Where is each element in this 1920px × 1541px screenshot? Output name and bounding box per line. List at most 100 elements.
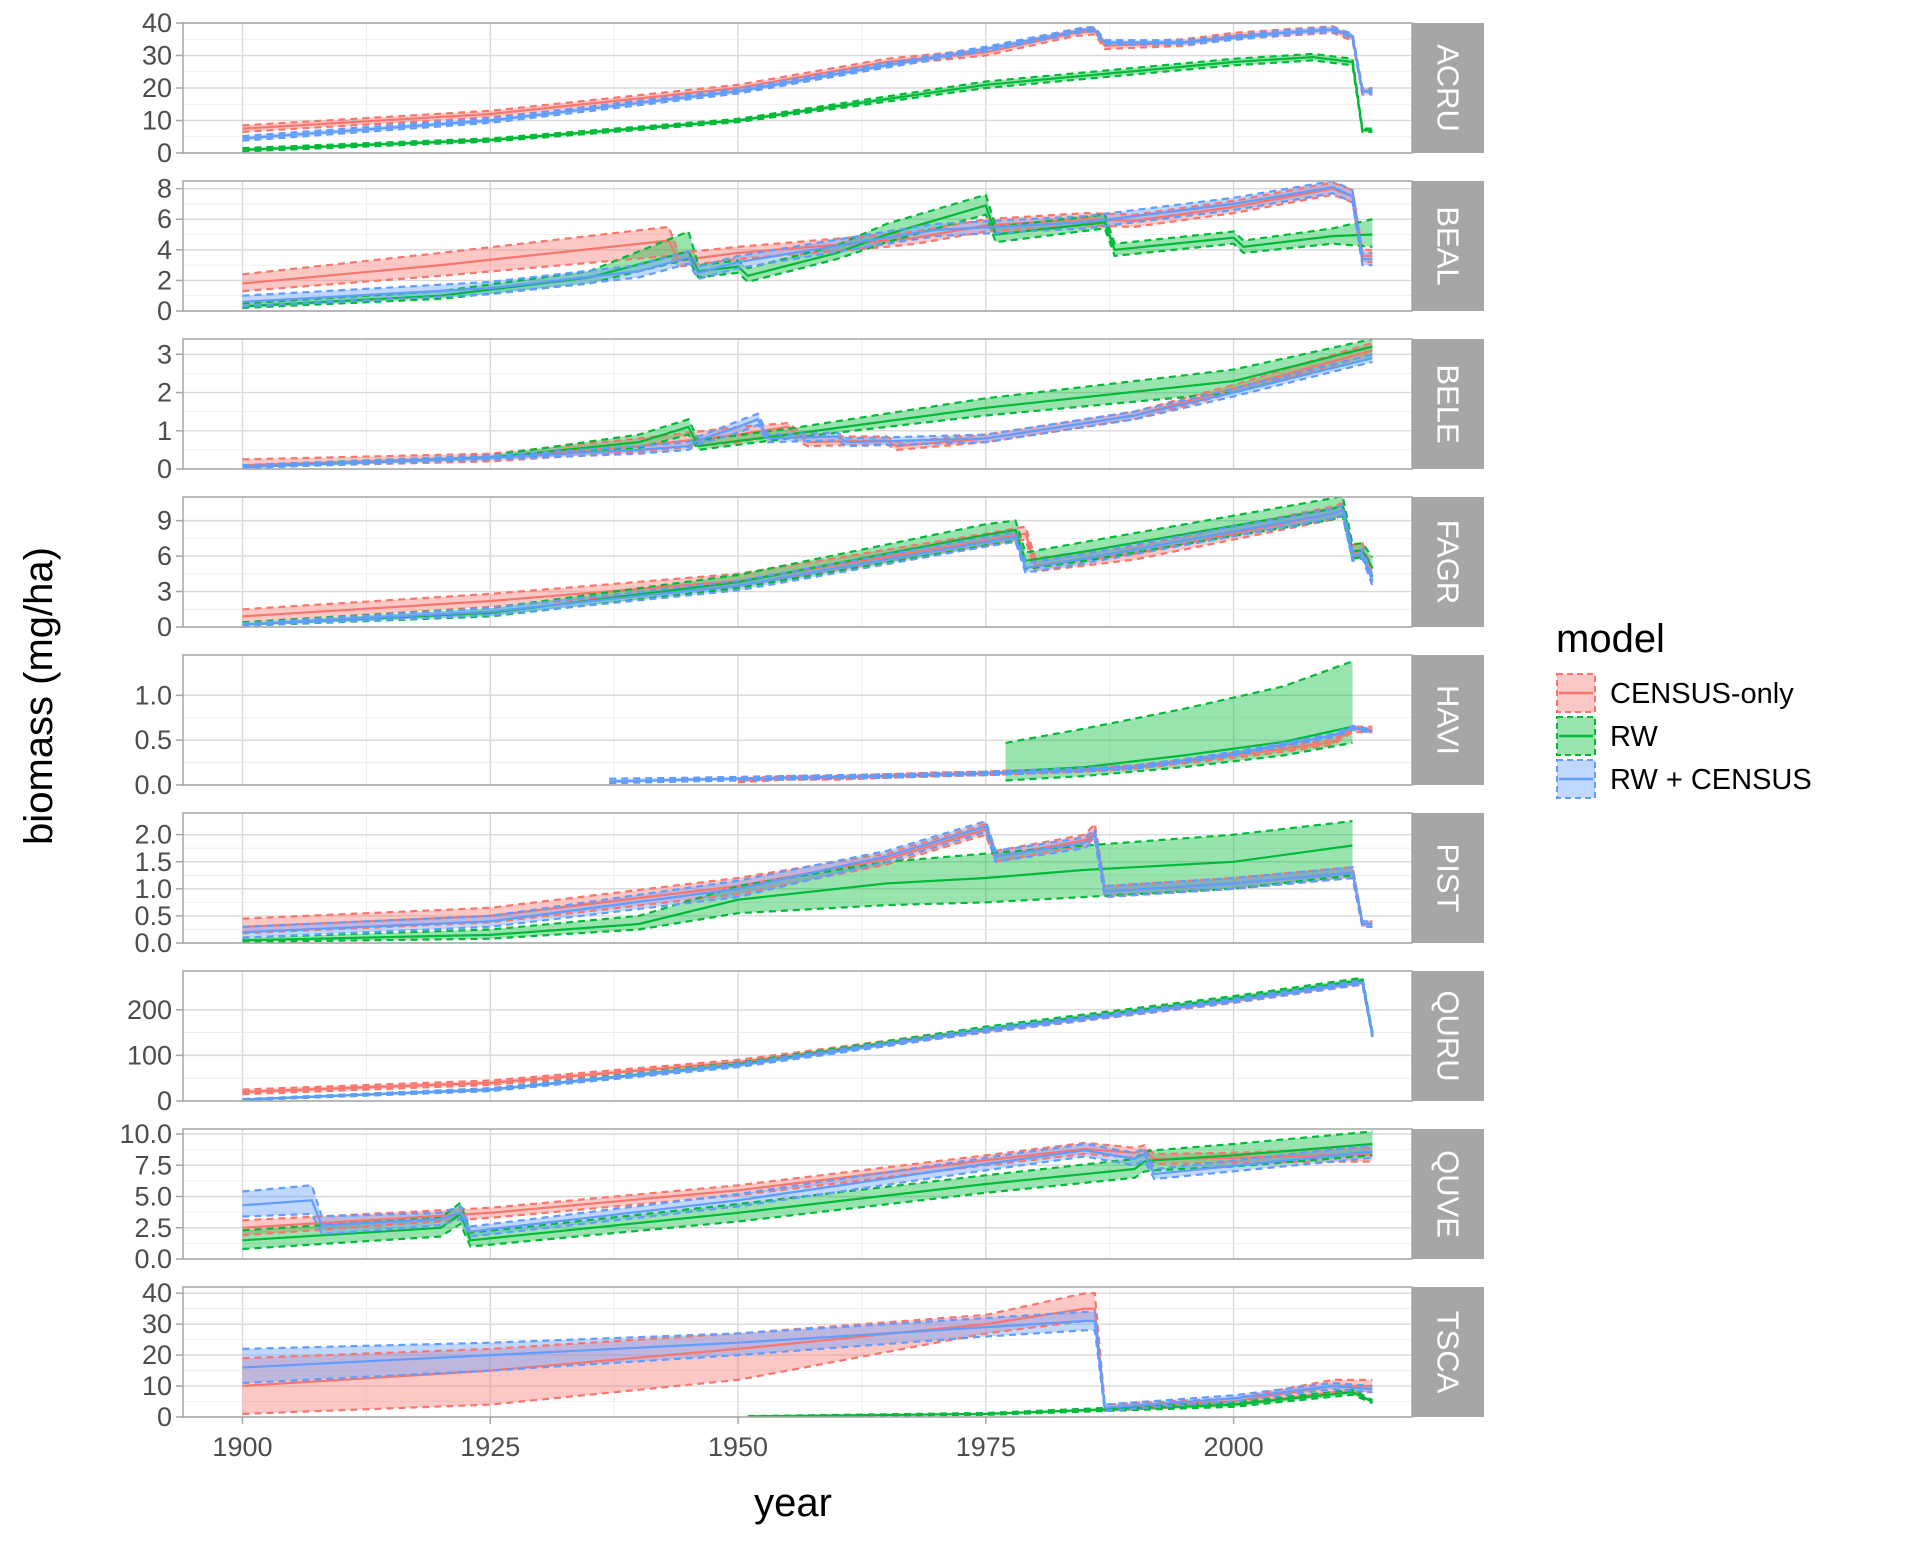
y-tick-label: 6 xyxy=(157,541,172,571)
upper-bound-rw xyxy=(242,193,1373,305)
y-tick-label: 2 xyxy=(157,378,172,408)
upper-bound-rw-census xyxy=(242,181,1373,297)
lower-bound-census-only xyxy=(242,193,1373,293)
x-axis-title: year xyxy=(754,1481,832,1525)
series-line-rw-census xyxy=(242,357,1373,469)
y-tick-label: 20 xyxy=(142,1340,172,1370)
facet-strip xyxy=(1412,813,1484,943)
facet-panel-background xyxy=(183,339,1412,469)
y-tick-label: 0 xyxy=(157,296,172,326)
facet-fagr: 0 3 6 9 FAGR xyxy=(157,496,1484,642)
facet-strip xyxy=(1412,497,1484,627)
y-tick-label: 2.0 xyxy=(134,820,172,850)
legend-label: RW xyxy=(1610,721,1658,753)
y-tick-label: 4 xyxy=(157,235,172,265)
facet-pist: 0.00.51.01.52.0 PIST xyxy=(134,812,1484,958)
legend-label: RW + CENSUS xyxy=(1610,764,1812,796)
upper-bound-census-only xyxy=(242,181,1373,276)
y-tick-label: 40 xyxy=(142,1278,172,1308)
facet-bele: 0 1 2 3 BELE xyxy=(157,338,1484,484)
series-line-rw-census xyxy=(242,28,1373,140)
facet-strip-label: FAGR xyxy=(1431,520,1466,604)
facet-panel-background xyxy=(183,497,1412,627)
facet-strip-label: ACRU xyxy=(1431,44,1466,132)
ribbon-census-only xyxy=(242,823,1373,934)
facet-series-layer xyxy=(242,25,1373,153)
facet-series-layer xyxy=(242,1130,1373,1251)
series-line-rw-census xyxy=(242,508,1374,626)
legend-entry-rw-census: RW + CENSUS xyxy=(1556,759,1812,799)
upper-bound-rw xyxy=(242,52,1373,150)
series-line-rw xyxy=(242,844,1353,942)
series-line-rw-census xyxy=(609,726,1373,783)
lower-bound-census-only xyxy=(737,730,1373,784)
y-tick-label: 0 xyxy=(157,454,172,484)
y-tick-label: 20 xyxy=(142,73,172,103)
y-tick-label: 2 xyxy=(157,265,172,295)
ribbon-census-only xyxy=(242,1142,1373,1236)
lower-bound-rw xyxy=(1005,741,1353,782)
facet-quru: 0 100 200 QURU xyxy=(127,970,1484,1116)
series-line-rw-census xyxy=(242,825,1373,934)
series-line-rw xyxy=(242,1142,1373,1242)
facet-series-layer xyxy=(609,660,1373,785)
upper-bound-rw xyxy=(242,497,1374,624)
y-tick-label: 30 xyxy=(142,1309,172,1339)
facet-series-layer xyxy=(242,181,1373,309)
series-line-rw xyxy=(747,1391,1373,1417)
y-tick-label: 40 xyxy=(142,8,172,38)
y-tick-label: 30 xyxy=(142,41,172,71)
x-tick-label: 1975 xyxy=(956,1432,1016,1462)
lower-bound-census-only xyxy=(242,31,1373,133)
facet-gridlines xyxy=(183,1129,1412,1260)
upper-bound-census-only xyxy=(242,821,1373,923)
upper-bound-rw-census xyxy=(242,979,1374,1101)
y-tick-label: 1.0 xyxy=(134,874,172,904)
y-tick-label: 10.0 xyxy=(119,1119,172,1149)
y-tick-label: 8 xyxy=(157,174,172,204)
upper-bound-census-only xyxy=(242,1292,1373,1406)
y-tick-label: 3 xyxy=(157,339,172,369)
x-tick-label: 1900 xyxy=(212,1432,272,1462)
y-tick-label: 200 xyxy=(127,995,172,1025)
facet-strip-label: TSCA xyxy=(1431,1311,1466,1394)
facet-series-layer xyxy=(242,976,1374,1101)
facet-strip-label: BELE xyxy=(1431,364,1466,443)
upper-bound-rw xyxy=(242,976,1374,1101)
y-tick-label: 0.5 xyxy=(134,725,172,755)
facet-series-layer xyxy=(242,819,1373,943)
y-tick-label: 1.0 xyxy=(134,680,172,710)
lower-bound-rw xyxy=(242,59,1373,153)
y-tick-label: 100 xyxy=(127,1040,172,1070)
ribbon-rw xyxy=(242,1131,1373,1249)
series-line-census-only xyxy=(242,1307,1373,1409)
lower-bound-rw xyxy=(242,514,1374,627)
y-tick-label: 2.5 xyxy=(134,1213,172,1243)
x-axis: 1900 1925 1950 1975 2000 xyxy=(212,1417,1264,1462)
facet-strip xyxy=(1412,655,1484,785)
upper-bound-rw xyxy=(242,1130,1373,1234)
facet-strip xyxy=(1412,971,1484,1101)
lower-bound-rw-census xyxy=(242,1329,1373,1412)
upper-bound-census-only xyxy=(242,501,1374,611)
facet-strip-label: QUVE xyxy=(1431,1150,1466,1238)
y-tick-label: 6 xyxy=(157,204,172,234)
y-tick-label: 9 xyxy=(157,506,172,536)
facet-strip xyxy=(1412,1287,1484,1417)
legend-entries: CENSUS-only RW RW + CENSUS xyxy=(1556,673,1812,799)
ribbon-rw-census xyxy=(242,1311,1373,1411)
series-line-rw-census xyxy=(242,1319,1373,1409)
facet-strip xyxy=(1412,1129,1484,1259)
y-tick-label: 0 xyxy=(157,1086,172,1116)
y-tick-label: 0 xyxy=(157,612,172,642)
ribbon-census-only xyxy=(242,1293,1373,1414)
y-tick-label: 1.5 xyxy=(134,847,172,877)
x-tick-label: 1950 xyxy=(708,1432,768,1462)
series-line-rw xyxy=(242,204,1373,308)
upper-bound-rw-census xyxy=(242,1142,1373,1228)
facet-havi: 0.0 0.5 1.0 HAVI xyxy=(134,654,1484,800)
facet-strip-label: QURU xyxy=(1431,990,1466,1081)
